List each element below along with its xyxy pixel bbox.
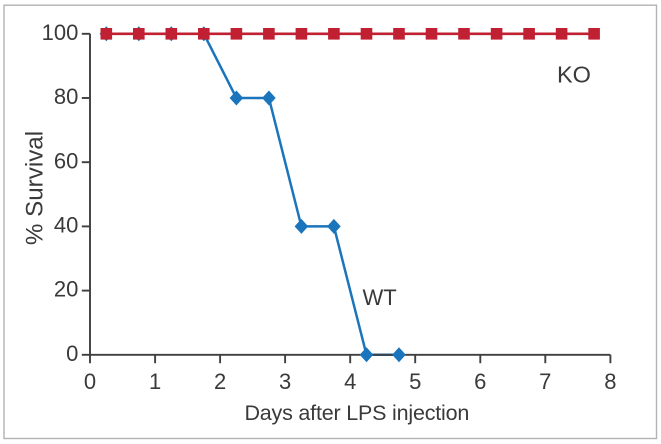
svg-text:2: 2 [214,369,226,394]
svg-text:40: 40 [54,213,78,238]
svg-text:100: 100 [42,20,79,45]
svg-text:% Survival: % Survival [21,131,48,245]
svg-text:0: 0 [84,369,96,394]
svg-text:7: 7 [539,369,551,394]
svg-text:Days after LPS injection: Days after LPS injection [244,401,469,425]
svg-text:3: 3 [279,369,291,394]
svg-text:KO: KO [557,62,591,88]
svg-text:8: 8 [604,369,616,394]
svg-text:1: 1 [149,369,161,394]
svg-text:80: 80 [54,84,78,109]
svg-text:20: 20 [54,277,78,302]
svg-text:0: 0 [66,341,78,366]
svg-text:4: 4 [344,369,356,394]
svg-text:60: 60 [54,148,78,173]
svg-text:6: 6 [474,369,486,394]
svg-text:WT: WT [363,285,397,310]
svg-text:5: 5 [409,369,421,394]
